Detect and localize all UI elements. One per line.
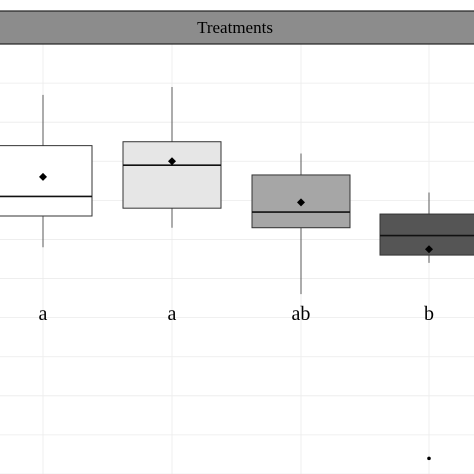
significance-letters: a a ab b: [39, 303, 434, 325]
letter-spn: a: [168, 303, 177, 325]
letter-con: a: [39, 303, 48, 325]
outlier-point: [427, 456, 431, 461]
box-spn: [122, 87, 222, 228]
box-iqr: [0, 145, 93, 217]
x-tick-spn: SPN: [161, 472, 183, 474]
x-tick-grps: GRPS: [414, 472, 444, 474]
x-tick-labels: CON SPN GRP GRPS: [30, 472, 444, 474]
box-grp: [251, 153, 351, 295]
facet-title: Treatments: [197, 18, 273, 37]
boxes-layer: [0, 87, 474, 461]
box-con: [0, 94, 93, 248]
letter-grps: b: [424, 303, 434, 325]
mean-marker: [39, 172, 47, 181]
x-tick-con: CON: [30, 472, 56, 474]
box-grps: [379, 192, 474, 263]
letter-grp: ab: [292, 303, 311, 325]
mean-marker: [297, 198, 305, 207]
facet-strip: [0, 10, 474, 45]
mean-marker: [168, 157, 176, 166]
box-iqr: [122, 141, 222, 209]
mean-marker: [425, 245, 433, 254]
x-tick-grp: GRP: [289, 472, 313, 474]
panel-background: [0, 44, 474, 474]
